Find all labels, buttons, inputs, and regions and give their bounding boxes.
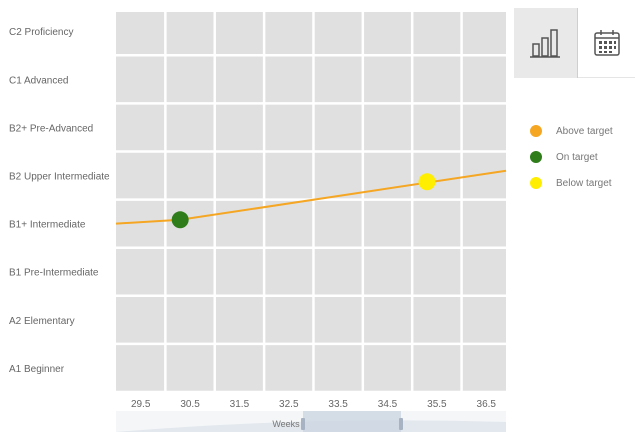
x-tick-label: 29.5: [131, 399, 151, 410]
y-tick-label: A2 Elementary: [9, 316, 75, 327]
progress-chart: A1 Beginner A2 Elementary B1 Pre-Intermedi…: [9, 12, 507, 432]
tab-calendar[interactable]: [578, 8, 635, 78]
range-navigator[interactable]: Weeks: [116, 411, 506, 432]
y-tick-label: C2 Proficiency: [9, 27, 73, 38]
data-point-marker[interactable]: [171, 211, 189, 229]
x-tick-label: 34.5: [378, 399, 398, 410]
legend-item-above-target[interactable]: Above target: [530, 118, 613, 144]
x-axis-title: Weeks: [272, 419, 300, 429]
y-tick-label: A1 Beginner: [9, 364, 65, 375]
legend-dot-above-target: [530, 125, 542, 137]
data-point-marker[interactable]: [418, 173, 436, 191]
y-tick-label: B1+ Intermediate: [9, 220, 86, 231]
legend-item-on-target[interactable]: On target: [530, 144, 613, 170]
plot-area: [116, 12, 506, 392]
navigator-handle-right[interactable]: [399, 418, 403, 430]
navigator-handle-left[interactable]: [301, 418, 305, 430]
x-tick-label: 32.5: [279, 399, 299, 410]
navigator-selection[interactable]: [303, 411, 401, 432]
legend: Above target On target Below target: [530, 118, 613, 196]
legend-dot-on-target: [530, 151, 542, 163]
y-axis-labels: A1 Beginner A2 Elementary B1 Pre-Intermedi…: [9, 27, 110, 375]
x-tick-label: 35.5: [427, 399, 447, 410]
y-tick-label: C1 Advanced: [9, 75, 69, 86]
legend-dot-below-target: [530, 177, 542, 189]
x-tick-label: 30.5: [180, 399, 200, 410]
view-tabs: [514, 8, 635, 78]
legend-label: On target: [556, 151, 598, 163]
bar-chart-icon: [529, 29, 560, 58]
x-tick-label: 36.5: [477, 399, 497, 410]
legend-label: Below target: [556, 177, 612, 189]
y-tick-label: B2+ Pre-Advanced: [9, 123, 93, 134]
y-tick-label: B2 Upper Intermediate: [9, 172, 110, 183]
data-markers: [171, 173, 436, 229]
x-tick-label: 33.5: [328, 399, 348, 410]
legend-label: Above target: [556, 125, 613, 137]
x-tick-label: 31.5: [230, 399, 250, 410]
tab-bar-chart[interactable]: [514, 8, 578, 78]
y-tick-label: B1 Pre-Intermediate: [9, 268, 99, 279]
calendar-icon: [593, 29, 620, 56]
legend-item-below-target[interactable]: Below target: [530, 170, 613, 196]
x-axis-labels: 29.5 30.5 31.5 32.5 33.5 34.5 35.5 36.5: [131, 399, 496, 410]
